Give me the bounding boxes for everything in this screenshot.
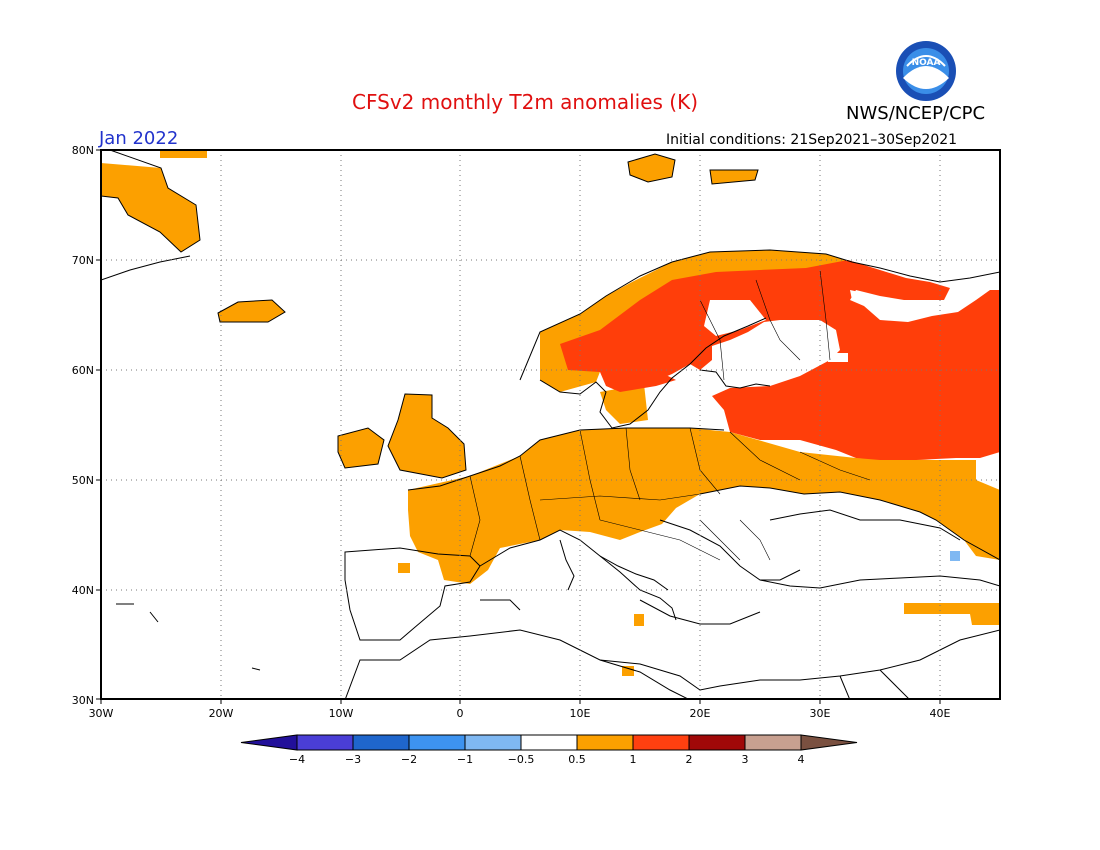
colorbar-arrow-high [800,734,858,751]
map-frame [100,149,1001,700]
lat-label: 30N [72,694,94,707]
colorbar-box [520,734,578,751]
colorbar-box [632,734,690,751]
colorbar-label: 0.5 [568,753,586,766]
colorbar-box [296,734,354,751]
lon-label: 40E [930,707,951,720]
colorbar-label: 1 [630,753,637,766]
colorbar-label: −0.5 [508,753,535,766]
colorbar-box [464,734,522,751]
anomaly-region-1-2 [560,260,1000,460]
lon-label: 10E [570,707,591,720]
colorbar-box [576,734,634,751]
lon-label: 20E [690,707,711,720]
anomaly-region-0.5-1 [101,150,1000,676]
colorbar-box [744,734,802,751]
lon-label: 20W [209,707,234,720]
map-gap [704,290,878,362]
lon-label: 10W [329,707,354,720]
noaa-logo-text: NOAA [912,58,941,68]
lat-label: 70N [72,254,94,267]
colorbar-label: 3 [742,753,749,766]
chart-title: CFSv2 monthly T2m anomalies (K) [352,90,698,114]
coastlines [101,150,1000,699]
colorbar-box [352,734,410,751]
colorbar-label: 2 [686,753,693,766]
lon-label: 0 [457,707,464,720]
agency-label: NWS/NCEP/CPC [846,103,986,124]
valid-month-label: Jan 2022 [99,128,179,149]
lon-labels: 30W 20W 10W 0 10E 20E 30E 40E [89,707,951,720]
colorbar-label: 4 [798,753,805,766]
axis-ticks [96,149,941,704]
colorbar-label: −2 [401,753,417,766]
colorbar-box [688,734,746,751]
colorbar-box [408,734,466,751]
colorbar-boxes [240,734,858,751]
colorbar-label: −3 [345,753,361,766]
noaa-logo: NOAA [896,41,956,101]
lat-labels: 30N 40N 50N 60N 70N 80N [72,144,94,707]
colorbar-labels: −4 −3 −2 −1 −0.5 0.5 1 2 3 4 [289,753,805,766]
lon-label: 30W [89,707,114,720]
anomaly-cell-negative [950,551,960,561]
initial-conditions-label: Initial conditions: 21Sep2021–30Sep2021 [666,132,958,148]
lat-label: 40N [72,584,94,597]
lat-label: 50N [72,474,94,487]
colorbar-arrow-low [240,734,298,751]
lat-label: 80N [72,144,94,157]
lat-label: 60N [72,364,94,377]
colorbar-label: −1 [457,753,473,766]
colorbar-label: −4 [289,753,305,766]
lon-label: 30E [810,707,831,720]
